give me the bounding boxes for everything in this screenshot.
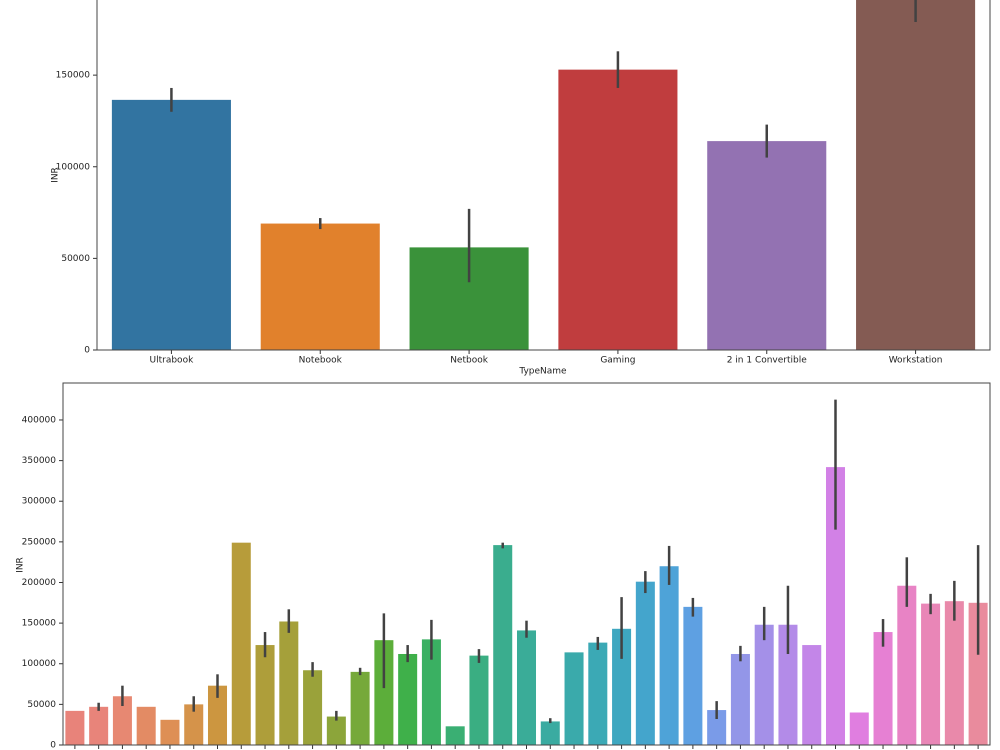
bar <box>516 630 537 745</box>
y-tick-label: 50000 <box>61 254 90 264</box>
bar <box>231 542 251 745</box>
bar <box>255 645 275 745</box>
bar <box>730 653 750 745</box>
x-tick-label: Gaming <box>600 356 635 366</box>
axes-frame <box>62 382 991 746</box>
bar <box>111 99 231 350</box>
bar <box>588 642 608 745</box>
y-tick-label: 100000 <box>56 162 91 172</box>
y-tick-label: 300000 <box>22 497 57 507</box>
bar <box>707 710 727 745</box>
y-tick-label: 350000 <box>22 456 57 466</box>
bar <box>112 696 132 745</box>
bar <box>469 655 489 745</box>
y-tick-label: 0 <box>84 346 90 356</box>
axes-frame <box>96 0 991 351</box>
bar <box>849 712 869 745</box>
bar <box>683 606 703 745</box>
bar <box>754 624 774 745</box>
bar <box>778 624 798 745</box>
bar <box>558 69 678 350</box>
x-tick-label: Ultrabook <box>150 356 195 366</box>
bar <box>89 706 109 745</box>
bar <box>635 581 655 745</box>
y-axis-label: INR <box>51 167 61 183</box>
bar <box>825 467 846 745</box>
bar <box>493 545 513 745</box>
bar <box>659 566 679 745</box>
bar <box>612 628 632 745</box>
bar <box>184 704 204 745</box>
bar <box>374 640 394 745</box>
bar <box>968 602 988 745</box>
x-tick-label: Workstation <box>889 356 943 366</box>
bar <box>856 0 976 350</box>
bar <box>944 601 964 745</box>
y-tick-label: 0 <box>50 741 56 750</box>
bar <box>707 141 827 350</box>
bar <box>445 726 465 745</box>
bar <box>207 685 228 745</box>
bar <box>326 716 346 745</box>
bar <box>350 671 370 745</box>
plot-area <box>111 0 976 350</box>
x-tick-label: Notebook <box>299 356 343 366</box>
bar <box>160 719 180 745</box>
y-tick-label: 150000 <box>56 71 91 81</box>
y-axis-label: INR <box>16 557 26 573</box>
bar <box>873 632 893 745</box>
y-tick-label: 200000 <box>22 578 57 588</box>
y-tick-label: 250000 <box>22 537 57 547</box>
bar <box>65 710 85 745</box>
bar <box>398 653 418 745</box>
bar <box>921 603 941 745</box>
bar <box>279 621 299 745</box>
y-tick-label: 400000 <box>22 415 57 425</box>
bar <box>136 706 156 745</box>
bar <box>303 670 323 745</box>
x-axis-label: TypeName <box>518 367 567 377</box>
bar <box>802 645 822 745</box>
bar <box>897 585 917 745</box>
bar <box>260 223 380 350</box>
bar <box>564 652 584 745</box>
bar <box>540 721 560 745</box>
plot-area <box>65 399 988 745</box>
y-tick-label: 150000 <box>22 619 57 629</box>
y-tick-label: 100000 <box>22 659 57 669</box>
x-tick-label: 2 in 1 Convertible <box>727 356 808 366</box>
bar <box>421 639 441 745</box>
x-tick-label: Netbook <box>450 356 489 366</box>
y-tick-label: 50000 <box>27 700 56 710</box>
